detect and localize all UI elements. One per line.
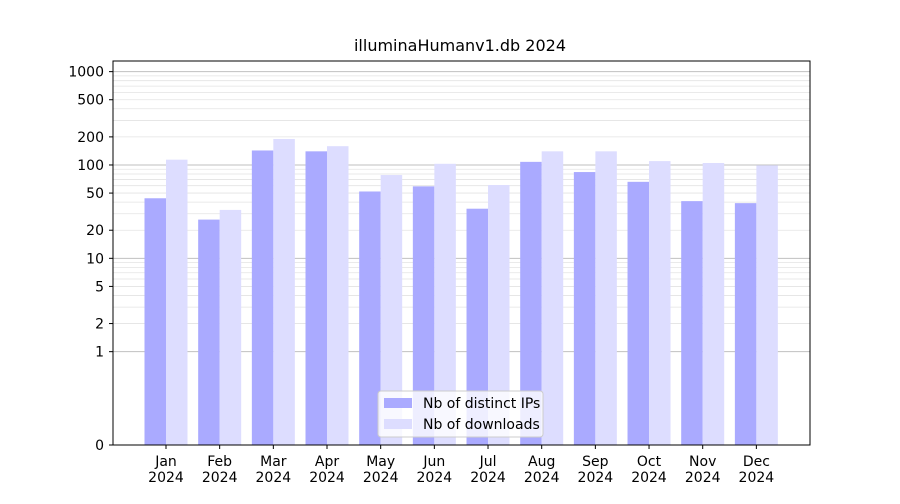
x-tick-label-month: Aug	[528, 454, 555, 470]
bar-distinct-ips-aug	[520, 161, 542, 446]
y-tick-label: 10	[86, 251, 104, 267]
y-tick-label: 50	[86, 186, 104, 202]
legend-box	[377, 390, 544, 438]
legend: Nb of distinct IPs Nb of downloads	[377, 390, 544, 438]
x-tick-label-year: 2024	[685, 470, 721, 486]
y-tick-label: 100	[77, 158, 104, 174]
legend-label: Nb of distinct IPs	[423, 396, 540, 412]
bar-distinct-ips-oct	[627, 181, 650, 445]
x-tick-label-month: Nov	[689, 454, 716, 470]
y-tick-label: 1	[95, 345, 104, 361]
chart-title: illuminaHumanv1.db 2024	[354, 36, 566, 55]
y-axis: 0 1 2 5 10 20 50 100 200 500 1000	[68, 65, 113, 454]
bar-distinct-ips-apr	[305, 151, 328, 445]
bar-downloads-jun	[434, 163, 456, 446]
bar-downloads-oct	[649, 161, 671, 446]
bar-distinct-ips-dec	[734, 203, 757, 445]
y-tick-label: 5	[95, 279, 104, 295]
legend-label: Nb of downloads	[423, 417, 540, 433]
x-tick-label-year: 2024	[363, 470, 399, 486]
bar-downloads-feb	[219, 209, 242, 445]
legend-swatch	[384, 398, 412, 408]
x-tick-label-year: 2024	[148, 470, 184, 486]
x-tick-label-year: 2024	[470, 470, 506, 486]
bar-downloads-jul	[488, 185, 510, 445]
x-tick-label-month: Feb	[207, 454, 232, 470]
x-tick-label-month: Dec	[743, 454, 770, 470]
legend-swatch	[384, 419, 412, 429]
y-tick-label: 1000	[68, 65, 104, 81]
bar-downloads-mar	[273, 138, 295, 446]
x-tick-label-year: 2024	[256, 470, 292, 486]
x-tick-label-month: Oct	[637, 454, 662, 470]
x-tick-label-year: 2024	[524, 470, 560, 486]
x-tick-label-year: 2024	[417, 470, 453, 486]
bar-distinct-ips-jul	[466, 208, 489, 445]
y-tick-label: 0	[95, 438, 104, 454]
bar-downloads-sep	[595, 151, 617, 445]
bar-distinct-ips-may	[359, 191, 381, 445]
bar-downloads-aug	[541, 151, 564, 445]
bar-distinct-ips-feb	[198, 219, 220, 445]
y-tick-label: 500	[77, 93, 104, 109]
bar-distinct-ips-nov	[681, 201, 703, 445]
x-tick-label-year: 2024	[578, 470, 614, 486]
x-tick-label-month: Apr	[315, 454, 339, 470]
bar-distinct-ips-sep	[573, 172, 596, 445]
x-tick-label-year: 2024	[202, 470, 238, 486]
bar-downloads-nov	[702, 162, 725, 445]
bar-downloads-may	[380, 175, 403, 445]
x-tick-label-month: Jul	[479, 454, 497, 470]
y-tick-label: 200	[77, 130, 104, 146]
bar-distinct-ips-jun	[412, 186, 435, 445]
bars	[144, 138, 778, 446]
x-tick-label-month: Jun	[422, 454, 445, 470]
bar-distinct-ips-mar	[251, 150, 274, 445]
x-tick-label-year: 2024	[631, 470, 667, 486]
x-tick-label-year: 2024	[739, 470, 775, 486]
x-tick-label-month: Jan	[154, 454, 177, 470]
bar-downloads-jan	[166, 159, 188, 445]
bar-downloads-dec	[756, 165, 778, 446]
y-tick-label: 20	[86, 223, 104, 239]
x-axis: Jan2024Feb2024Mar2024Apr2024May2024Jun20…	[148, 445, 774, 486]
x-tick-label-month: Mar	[260, 454, 287, 470]
x-tick-label-month: May	[366, 454, 395, 470]
y-tick-label: 2	[95, 317, 104, 333]
x-tick-label-year: 2024	[309, 470, 345, 486]
plot-frame	[112, 60, 811, 446]
x-tick-label-month: Sep	[582, 454, 609, 470]
bar-distinct-ips-jan	[144, 198, 166, 445]
bar-downloads-apr	[327, 146, 349, 445]
